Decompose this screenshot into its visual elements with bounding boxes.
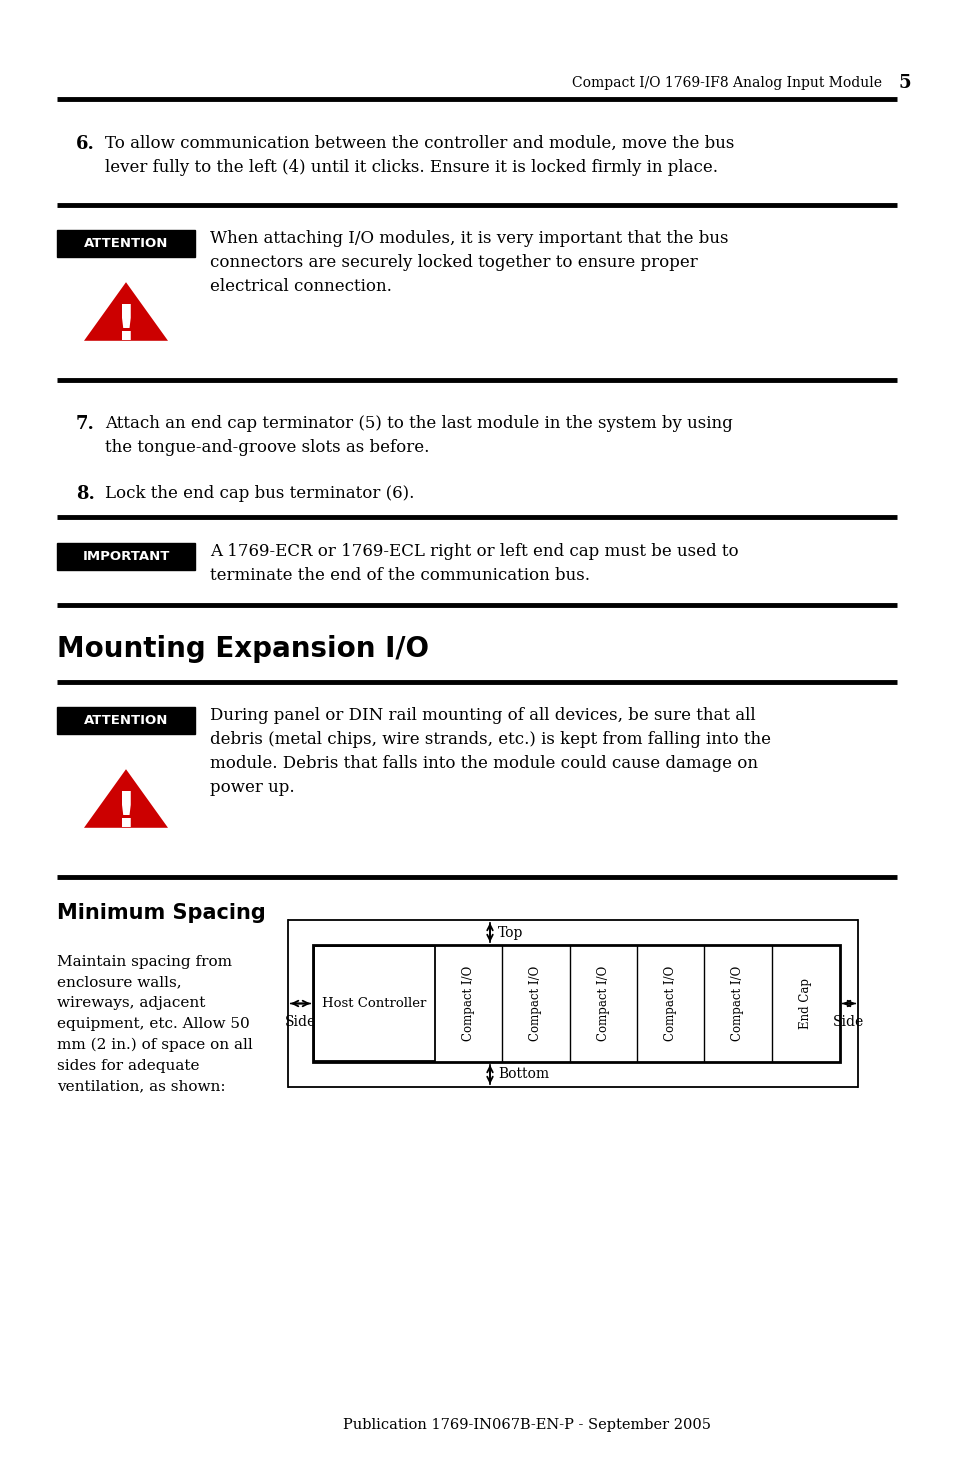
Text: During panel or DIN rail mounting of all devices, be sure that all
debris (metal: During panel or DIN rail mounting of all… [210,707,770,796]
Text: End Cap: End Cap [798,978,811,1030]
Text: Minimum Spacing: Minimum Spacing [57,903,266,923]
Text: 5: 5 [898,74,911,91]
Text: Host Controller: Host Controller [321,997,426,1010]
Text: A 1769-ECR or 1769-ECL right or left end cap must be used to
terminate the end o: A 1769-ECR or 1769-ECL right or left end… [210,543,738,584]
Text: Compact I/O: Compact I/O [731,966,743,1041]
Bar [313,945,840,1062]
Text: Side: Side [833,1015,863,1030]
Text: Lock the end cap bus terminator (6).: Lock the end cap bus terminator (6). [105,485,414,502]
Bar [314,945,435,1061]
Text: Compact I/O: Compact I/O [663,966,677,1041]
Text: ATTENTION: ATTENTION [84,237,168,249]
Text: 7.: 7. [76,414,95,434]
Polygon shape [84,768,168,827]
Text: When attaching I/O modules, it is very important that the bus
connectors are sec: When attaching I/O modules, it is very i… [210,230,728,295]
Text: !: ! [114,302,137,350]
Text: IMPORTANT: IMPORTANT [82,550,170,563]
Text: Bottom: Bottom [497,1068,549,1081]
Text: To allow communication between the controller and module, move the bus
lever ful: To allow communication between the contr… [105,136,734,176]
Text: Compact I/O: Compact I/O [529,966,542,1041]
Text: Compact I/O: Compact I/O [461,966,475,1041]
Text: Top: Top [497,925,523,940]
FancyBboxPatch shape [57,543,194,569]
FancyBboxPatch shape [57,230,194,257]
Text: 8.: 8. [76,485,95,503]
Text: Compact I/O: Compact I/O [597,966,609,1041]
Text: Compact I/O 1769-IF8 Analog Input Module: Compact I/O 1769-IF8 Analog Input Module [572,77,882,90]
Text: Maintain spacing from
enclosure walls,
wireways, adjacent
equipment, etc. Allow : Maintain spacing from enclosure walls, w… [57,954,253,1093]
Text: Publication 1769-IN067B-EN-P - September 2005: Publication 1769-IN067B-EN-P - September… [343,1417,710,1432]
Text: 6.: 6. [76,136,95,153]
Text: Mounting Expansion I/O: Mounting Expansion I/O [57,636,429,662]
Text: Side: Side [285,1015,315,1030]
FancyBboxPatch shape [57,707,194,735]
Polygon shape [84,282,168,341]
Text: !: ! [114,789,137,836]
Text: Attach an end cap terminator (5) to the last module in the system by using
the t: Attach an end cap terminator (5) to the … [105,414,732,456]
Text: ATTENTION: ATTENTION [84,714,168,727]
